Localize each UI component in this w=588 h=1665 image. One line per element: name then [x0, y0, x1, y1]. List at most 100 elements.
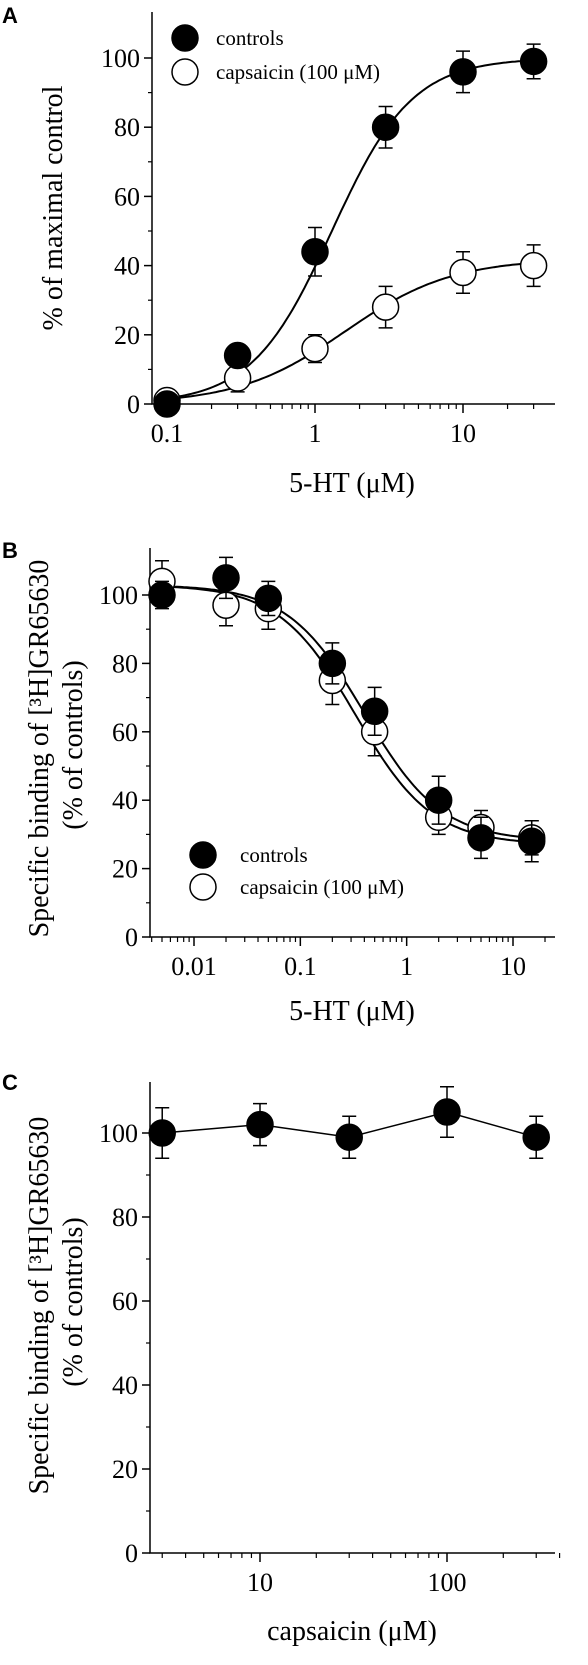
data-point-filled [360, 686, 389, 736]
data-point-filled [223, 341, 252, 370]
marker [318, 649, 347, 678]
y-tick-label: 80 [112, 1203, 138, 1232]
legend-label-capsaicin: capsaicin (100 μM) [240, 875, 404, 899]
data-point-open [371, 285, 400, 329]
panel-c-points [148, 1086, 550, 1159]
legend-marker-controls [189, 841, 217, 869]
panel-c-ylabel-line1: Specific binding of [³H]GR65630 [24, 1117, 55, 1495]
panel-b-ylabel: Specific binding of [³H]GR65630 (% of co… [24, 553, 89, 938]
marker [335, 1123, 363, 1151]
panel-b-xlabel: 5-HT (μM) [289, 996, 415, 1027]
panel-b-ylabel-line2: (% of controls) [58, 660, 89, 830]
legend-label-controls: controls [216, 26, 284, 50]
data-point-open [519, 244, 548, 288]
x-tick-label: 10 [500, 952, 526, 981]
x-tick-label: 0.01 [171, 952, 217, 981]
fit-curve-controls [166, 59, 534, 400]
data-point-filled [467, 816, 495, 860]
marker [254, 584, 283, 613]
marker [522, 1123, 550, 1151]
data-point-filled [519, 43, 548, 80]
panel-a-points [153, 43, 548, 418]
data-point-filled [522, 1115, 550, 1159]
marker [301, 334, 329, 363]
panel-c-ylabel: Specific binding of [³H]GR65630 (% of co… [24, 1110, 89, 1495]
y-tick-label: 100 [99, 581, 138, 610]
data-point-filled [148, 580, 176, 610]
panel-c-letter: C [2, 1070, 18, 1095]
data-point-filled [449, 50, 477, 94]
panel-a-ylabel: % of maximal control [38, 85, 69, 330]
data-point-filled [424, 775, 453, 825]
x-tick-label: 1 [400, 952, 413, 981]
x-tick-label: 0.1 [284, 952, 317, 981]
marker [246, 1110, 274, 1139]
panel-c: C Specific binding of [³H]GR65630 (% of … [2, 1070, 561, 1647]
data-point-filled [254, 580, 283, 617]
marker [212, 564, 240, 592]
marker [449, 58, 477, 86]
panel-b-ylabel-line1: Specific binding of [³H]GR65630 [24, 560, 55, 938]
y-tick-label: 80 [112, 649, 138, 678]
y-tick-label: 20 [112, 1455, 138, 1484]
fit-curve-controls [161, 585, 532, 839]
y-tick-label: 0 [125, 1539, 138, 1568]
x-tick-label: 10 [247, 1568, 273, 1597]
data-point-filled [318, 642, 347, 685]
legend-label-capsaicin: capsaicin (100 μM) [216, 60, 380, 84]
data-point-filled [246, 1102, 274, 1147]
legend-label-controls: controls [240, 843, 308, 867]
y-tick-label: 40 [112, 786, 138, 815]
panel-c-xlabel: capsaicin (μM) [267, 1616, 437, 1647]
marker [153, 390, 181, 418]
y-tick-label: 40 [112, 1371, 138, 1400]
marker [449, 258, 477, 287]
panel-b: B Specific binding of [³H]GR65630 (% of … [2, 538, 555, 1027]
marker [371, 293, 400, 321]
data-point-filled [517, 819, 546, 863]
panel-a-fit-curves [166, 59, 534, 400]
panel-a-legend: controls capsaicin (100 μM) [171, 24, 380, 86]
y-tick-label: 20 [114, 321, 140, 350]
marker [223, 341, 252, 370]
legend-marker-controls [171, 24, 199, 52]
marker [148, 1119, 176, 1147]
legend-marker-capsaicin [189, 873, 217, 901]
data-point-filled [301, 226, 329, 277]
y-tick-label: 0 [125, 923, 138, 952]
legend-marker-capsaicin [171, 58, 199, 86]
marker [360, 697, 389, 726]
data-point-filled [212, 556, 240, 600]
y-tick-label: 80 [114, 113, 140, 142]
y-tick-label: 40 [114, 252, 140, 281]
panel-c-ylabel-line2: (% of controls) [58, 1217, 89, 1387]
panel-a-xlabel: 5-HT (μM) [289, 468, 415, 499]
x-tick-label: 10 [450, 419, 476, 448]
marker [467, 824, 495, 852]
data-point-filled [153, 390, 181, 418]
y-tick-label: 0 [127, 390, 140, 419]
panel-a-letter: A [2, 3, 18, 28]
y-tick-label: 60 [112, 718, 138, 747]
panel-b-legend: controls capsaicin (100 μM) [189, 841, 404, 901]
marker [519, 251, 548, 280]
panel-b-fit-curves [161, 585, 532, 843]
marker [371, 113, 400, 141]
marker [424, 786, 453, 814]
y-tick-label: 100 [101, 44, 140, 73]
x-tick-label: 100 [428, 1568, 467, 1597]
data-point-filled [148, 1107, 176, 1159]
y-tick-label: 60 [112, 1287, 138, 1316]
marker [433, 1098, 461, 1126]
panel-b-ticks: 0 20 40 60 80 100 0.01 0.1 1 10 [99, 581, 546, 981]
x-tick-label: 1 [309, 419, 322, 448]
panel-b-letter: B [2, 538, 18, 563]
data-point-filled [371, 105, 400, 149]
panel-c-ticks: 0 20 40 60 80 100 10 100 [99, 1119, 561, 1597]
data-point-filled [433, 1086, 461, 1138]
panel-c-axes [149, 1082, 555, 1554]
marker [519, 47, 548, 76]
y-tick-label: 100 [99, 1119, 138, 1148]
panel-b-points [148, 556, 546, 863]
